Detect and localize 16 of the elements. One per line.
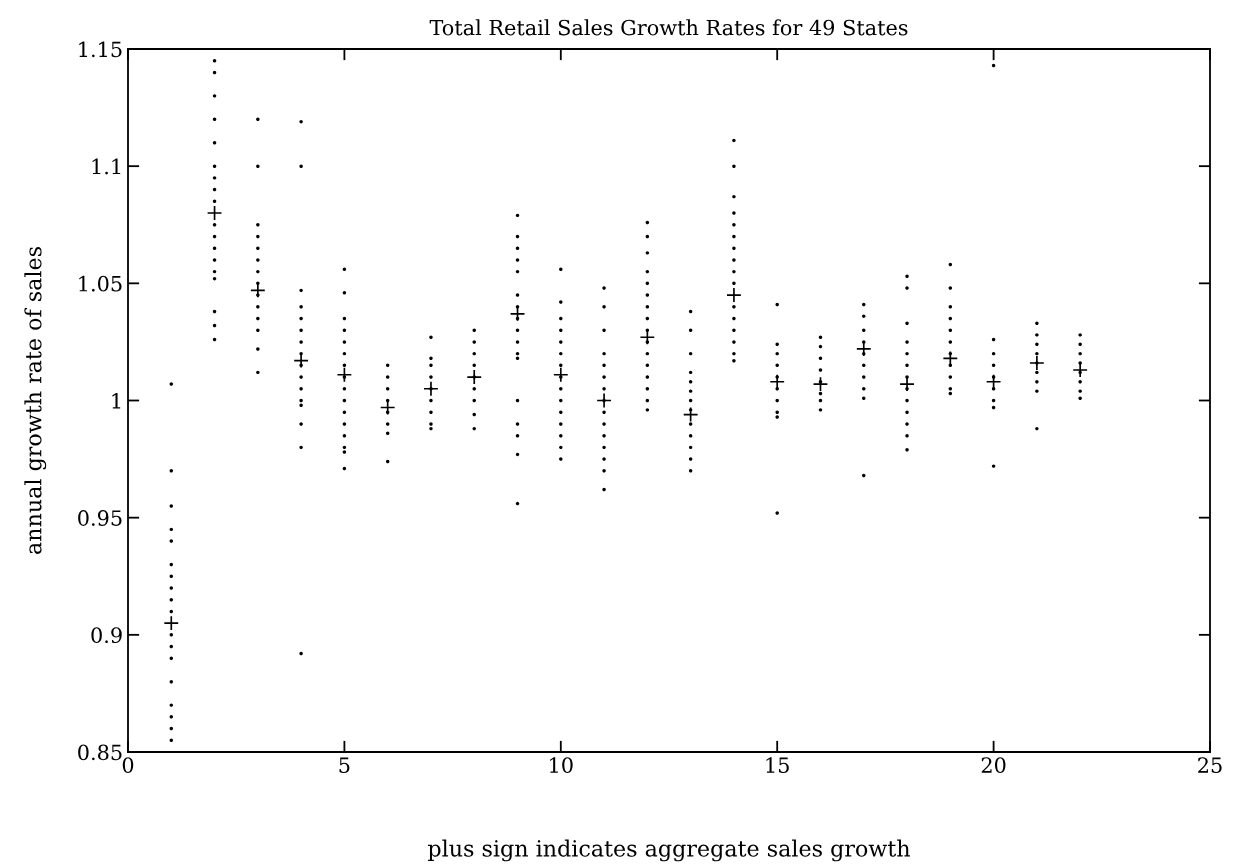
y-tick-label: 1 [112,392,121,409]
x-tick-label: 10 [550,757,573,773]
x-axis-title: plus sign indicates aggregate sales growth [428,839,910,862]
y-tick-label: 1.15 [79,41,122,58]
x-tick-label: 5 [339,757,350,773]
x-tick-label: 20 [981,757,1006,773]
x-tick-label: 0 [122,757,134,773]
x-tick-label: 25 [1198,757,1222,773]
chart-title: Total Retail Sales Growth Rates for 49 States [429,19,908,36]
y-tick-label: 0.95 [78,510,122,526]
x-tick-label: 15 [766,757,789,773]
y-axis-title: annual growth rate of sales [24,247,47,554]
y-tick-label: 0.85 [78,744,122,761]
y-tick-label: 1.05 [79,275,122,292]
y-tick-label: 0.9 [91,627,122,644]
y-tick-label: 1.1 [92,158,121,175]
